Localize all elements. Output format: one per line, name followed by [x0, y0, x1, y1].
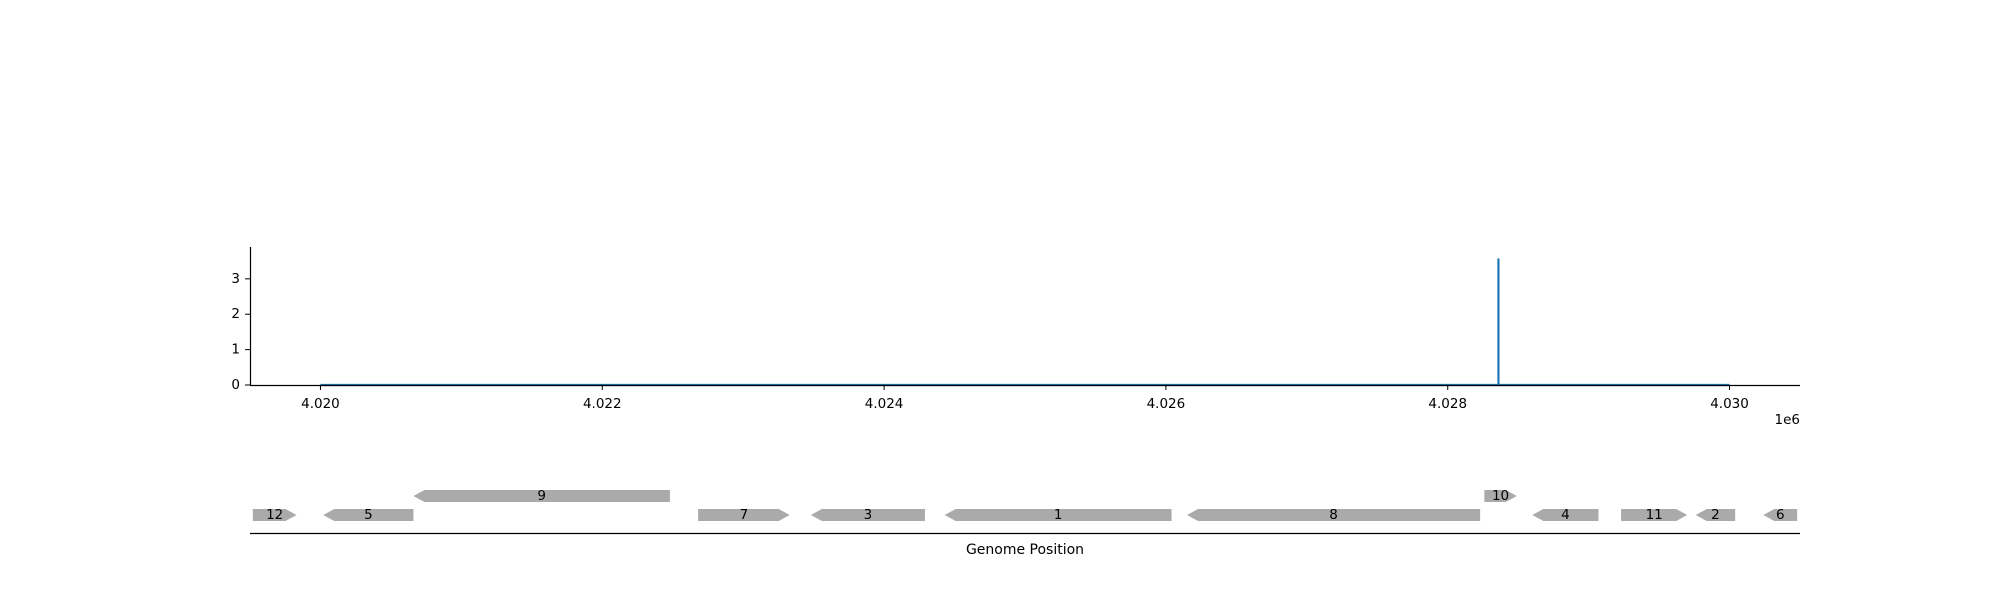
coverage-plot: 4.020 4.022 4.024 4.026 4.028 4.030 0 1 2 3 1e6: [231, 247, 1800, 428]
gene-feature-8: 8: [1187, 507, 1481, 523]
gene-label: 6: [1776, 507, 1785, 523]
gene-arrow: [944, 509, 1172, 521]
gene-feature-10: 10: [1484, 488, 1517, 504]
gene-map: 12 5 9 7 3 1 8 10 4 11 2 6 Genome Position: [250, 488, 1800, 558]
gene-feature-11: 11: [1621, 507, 1688, 523]
x-tick-label: 4.024: [865, 396, 904, 412]
gene-label: 10: [1492, 488, 1509, 504]
gene-label: 3: [864, 507, 873, 523]
gene-feature-6: 6: [1763, 507, 1798, 523]
gene-feature-5: 5: [323, 507, 414, 523]
gene-arrow: [1763, 509, 1798, 521]
gene-label: 11: [1646, 507, 1663, 523]
gene-feature-1: 1: [944, 507, 1172, 523]
x-tick-label: 4.020: [301, 396, 340, 412]
y-tick-label: 2: [231, 306, 240, 322]
x-offset-label: 1e6: [1775, 412, 1800, 428]
gene-feature-12: 12: [252, 507, 297, 523]
gene-map-x-label: Genome Position: [966, 542, 1084, 558]
gene-arrow: [252, 509, 297, 521]
y-tick-label: 3: [231, 271, 240, 287]
gene-arrow: [413, 490, 670, 502]
gene-label: 5: [364, 507, 373, 523]
gene-label: 12: [266, 507, 283, 523]
gene-arrow: [1695, 509, 1736, 521]
x-tick-label: 4.026: [1147, 396, 1186, 412]
x-tick-label: 4.028: [1428, 396, 1467, 412]
y-tick-label: 0: [231, 377, 240, 393]
gene-label: 9: [537, 488, 546, 504]
x-tick-label: 4.030: [1710, 396, 1749, 412]
gene-feature-3: 3: [810, 507, 925, 523]
gene-label: 4: [1561, 507, 1570, 523]
series-layer: [320, 258, 1730, 387]
features-layer: 12 5 9 7 3 1 8 10 4 11 2 6: [252, 488, 1798, 523]
gene-arrow: [810, 509, 925, 521]
gene-feature-2: 2: [1695, 507, 1736, 523]
gene-arrow: [1621, 509, 1688, 521]
gene-arrow: [698, 509, 790, 521]
gene-label: 8: [1329, 507, 1338, 523]
gene-arrow: [1187, 509, 1481, 521]
gene-label: 7: [740, 507, 749, 523]
y-tick-label: 1: [231, 342, 240, 358]
y-ticks: 0 1 2 3: [231, 271, 250, 393]
gene-label: 2: [1711, 507, 1720, 523]
gene-feature-7: 7: [698, 507, 790, 523]
gene-arrow: [1484, 490, 1517, 502]
gene-arrow: [1532, 509, 1599, 521]
gene-feature-9: 9: [413, 488, 670, 504]
gene-arrow: [323, 509, 414, 521]
gene-label: 1: [1054, 507, 1063, 523]
x-tick-label: 4.022: [583, 396, 622, 412]
x-ticks: 4.020 4.022 4.024 4.026 4.028 4.030: [301, 385, 1749, 412]
gene-feature-4: 4: [1532, 507, 1599, 523]
series-line-0: [320, 258, 1730, 387]
